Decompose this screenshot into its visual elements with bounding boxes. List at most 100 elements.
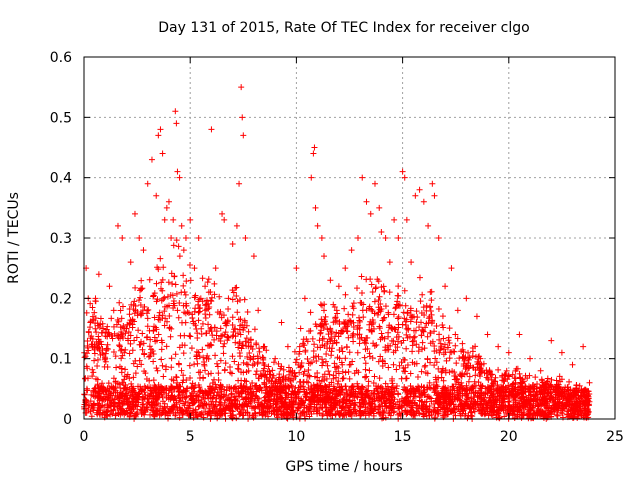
data-point-4083 [97, 402, 104, 409]
data-point-1380 [436, 331, 443, 338]
data-point-4130 [112, 392, 119, 399]
data-point-2960 [204, 279, 211, 286]
data-point-3913 [166, 408, 173, 415]
data-point-4223 [161, 216, 168, 223]
data-point-1843 [393, 366, 400, 373]
data-point-3113 [358, 386, 365, 393]
data-point-3579 [506, 388, 513, 395]
data-point-451 [419, 291, 426, 298]
data-point-2056 [230, 329, 237, 336]
data-point-2127 [548, 376, 555, 383]
data-point-4059 [309, 335, 316, 342]
data-point-90 [199, 275, 206, 282]
data-point-1002 [345, 368, 352, 375]
data-point-4172 [190, 399, 197, 406]
data-point-1984 [200, 414, 207, 421]
data-point-3591 [127, 392, 134, 399]
data-point-2980 [216, 398, 223, 405]
data-point-4227 [170, 216, 177, 223]
data-point-3284 [94, 376, 101, 383]
data-point-3121 [299, 409, 306, 416]
data-point-2904 [124, 335, 131, 342]
data-point-2370 [213, 405, 220, 412]
data-point-3834 [496, 399, 503, 406]
data-point-4299 [473, 313, 480, 320]
data-point-3746 [110, 407, 117, 414]
data-point-3838 [232, 401, 239, 408]
data-point-886 [147, 353, 154, 360]
data-point-3929 [382, 391, 389, 398]
data-point-3987 [96, 390, 103, 397]
data-point-1609 [377, 353, 384, 360]
data-point-4160 [301, 389, 308, 396]
data-point-4225 [165, 198, 172, 205]
data-point-2844 [233, 415, 240, 422]
data-point-2662 [511, 375, 518, 382]
data-point-1949 [287, 367, 294, 374]
data-point-3569 [366, 326, 373, 333]
data-point-4255 [272, 355, 279, 362]
data-point-4284 [399, 168, 406, 175]
data-point-4163 [135, 297, 142, 304]
data-point-3872 [459, 340, 466, 347]
data-point-3835 [159, 276, 166, 283]
data-point-3854 [163, 390, 170, 397]
data-point-1927 [416, 324, 423, 331]
data-point-3385 [193, 348, 200, 355]
data-point-3517 [286, 377, 293, 384]
data-point-2242 [412, 412, 419, 419]
data-point-3693 [478, 383, 485, 390]
data-point-3636 [237, 353, 244, 360]
data-point-4025 [128, 385, 135, 392]
data-point-3922 [336, 402, 343, 409]
data-point-3989 [297, 383, 304, 390]
data-point-2072 [259, 411, 266, 418]
data-point-3773 [256, 387, 263, 394]
data-point-4289 [416, 186, 423, 193]
data-point-3329 [327, 325, 334, 332]
data-point-2443 [180, 350, 187, 357]
data-point-2876 [556, 373, 563, 380]
data-point-3498 [153, 326, 160, 333]
data-point-2468 [205, 371, 212, 378]
data-point-2781 [525, 392, 532, 399]
data-point-172 [424, 333, 431, 340]
data-point-842 [440, 335, 447, 342]
data-point-2004 [338, 359, 345, 366]
data-point-1890 [339, 328, 346, 335]
data-point-3688 [381, 288, 388, 295]
data-point-3095 [90, 369, 97, 376]
y-tick-label-6: 0.6 [50, 50, 72, 66]
data-point-4132 [575, 410, 582, 417]
data-point-3313 [379, 317, 386, 324]
data-point-3010 [117, 347, 124, 354]
data-point-3708 [412, 393, 419, 400]
data-point-2536 [462, 366, 469, 373]
data-point-4231 [176, 174, 183, 181]
data-point-3505 [534, 397, 541, 404]
data-point-1457 [465, 349, 472, 356]
data-point-1721 [160, 264, 167, 271]
data-point-3881 [358, 334, 365, 341]
data-point-3648 [212, 352, 219, 359]
data-point-3743 [381, 335, 388, 342]
data-point-4121 [495, 406, 502, 413]
data-point-3786 [205, 289, 212, 296]
data-point-3531 [463, 403, 470, 410]
data-point-3842 [385, 309, 392, 316]
data-point-3739 [319, 389, 326, 396]
data-point-3994 [117, 307, 124, 314]
data-point-2319 [217, 402, 224, 409]
data-point-3902 [301, 404, 308, 411]
data-point-2763 [118, 315, 125, 322]
data-point-3788 [255, 403, 262, 410]
data-point-1695 [84, 365, 91, 372]
data-point-864 [439, 313, 446, 320]
data-point-3049 [203, 355, 210, 362]
data-point-2665 [475, 360, 482, 367]
data-point-4251 [242, 235, 249, 241]
data-point-2134 [261, 380, 268, 387]
data-point-4243 [221, 216, 228, 223]
data-point-1673 [186, 332, 193, 339]
data-point-1682 [395, 391, 402, 398]
